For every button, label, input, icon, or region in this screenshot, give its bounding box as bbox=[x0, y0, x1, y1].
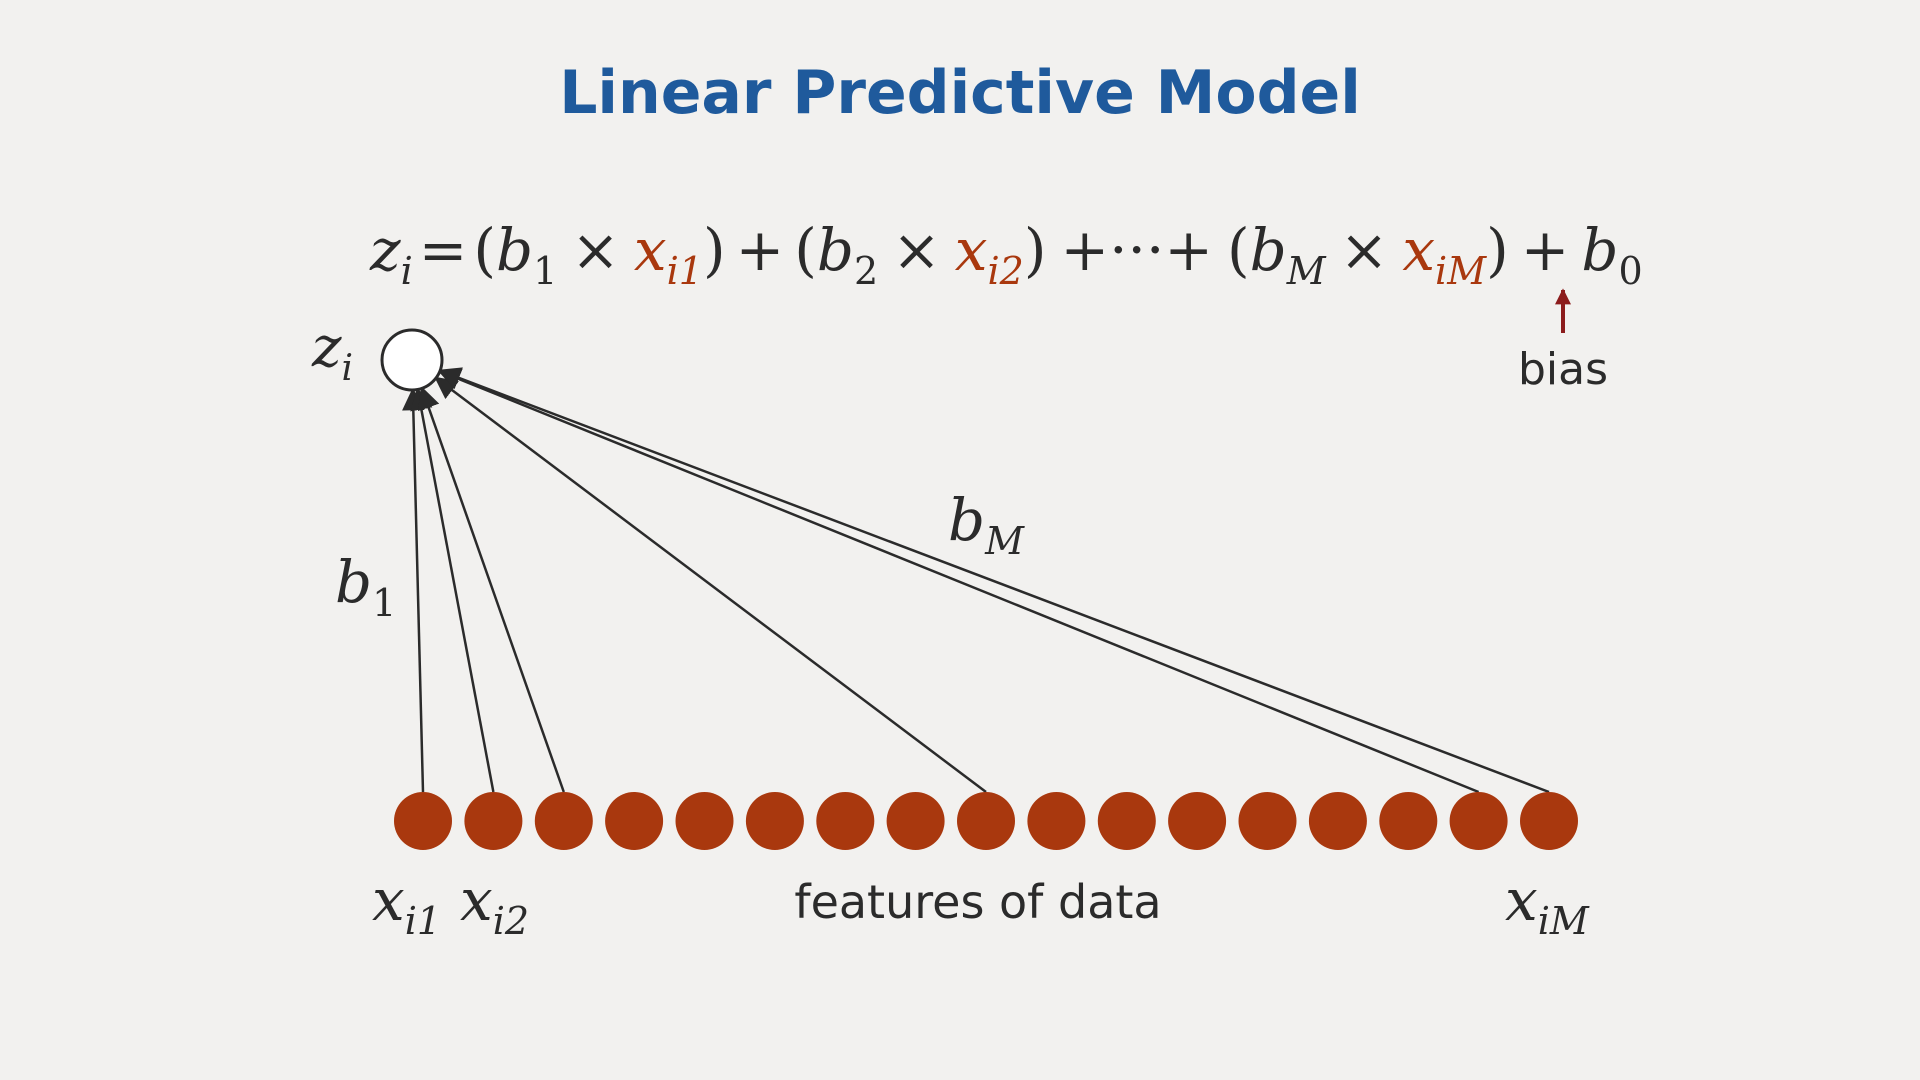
eq-open3: ( bbox=[1227, 216, 1250, 284]
features-label: features of data bbox=[794, 875, 1161, 929]
eq-x1: x bbox=[634, 216, 667, 284]
eq-close2: ) bbox=[1024, 216, 1047, 284]
eq-lhs-sub: i bbox=[401, 249, 413, 293]
feature-node bbox=[675, 792, 734, 850]
weight-arrow bbox=[437, 367, 1550, 794]
feature-node bbox=[1449, 792, 1508, 850]
weight-b1: b bbox=[335, 548, 372, 616]
feature-node bbox=[1097, 792, 1156, 850]
eq-x1-sub: i1 bbox=[667, 249, 703, 293]
output-node-label: zi bbox=[311, 315, 353, 389]
eq-xM-sub: iM bbox=[1435, 249, 1487, 293]
feature-node bbox=[1027, 792, 1086, 850]
weight-label-b1: b1 bbox=[335, 548, 396, 625]
eq-bM-sub: M bbox=[1286, 249, 1327, 293]
output-node bbox=[380, 328, 444, 392]
feature-node bbox=[534, 792, 593, 850]
feature-last-x: x bbox=[1505, 866, 1538, 934]
weight-arrow bbox=[434, 376, 987, 793]
equation: zi = (b1 × xi1) + (b2 × xi2) +···+ (bM × xiM) + b0 bbox=[369, 216, 1643, 293]
feature-second-x: x bbox=[460, 866, 493, 934]
feature-node bbox=[745, 792, 804, 850]
eq-b1: b bbox=[496, 216, 533, 284]
weight-arrow bbox=[437, 368, 1480, 794]
eq-equals: = bbox=[419, 216, 468, 284]
feature-first-sub: i1 bbox=[405, 899, 441, 943]
eq-x2-sub: i2 bbox=[988, 249, 1024, 293]
weight-label-bM: bM bbox=[948, 486, 1025, 563]
eq-close3: ) bbox=[1486, 216, 1509, 284]
eq-b2-sub: 2 bbox=[854, 249, 878, 293]
eq-open1: ( bbox=[473, 216, 496, 284]
feature-node bbox=[464, 792, 523, 850]
feature-node bbox=[816, 792, 875, 850]
eq-b1-sub: 1 bbox=[533, 249, 557, 293]
bias-label: bias bbox=[1518, 344, 1608, 395]
feature-node bbox=[605, 792, 664, 850]
feature-first-x: x bbox=[372, 866, 405, 934]
feature-second-sub: i2 bbox=[493, 899, 529, 943]
eq-plus1: + bbox=[736, 216, 785, 284]
feature-label-first: xi1 bbox=[372, 866, 441, 943]
feature-node bbox=[1520, 792, 1578, 850]
eq-x2: x bbox=[955, 216, 988, 284]
weight-bM: b bbox=[948, 486, 985, 554]
feature-node bbox=[886, 792, 945, 850]
eq-times2: × bbox=[892, 216, 941, 284]
feature-nodes bbox=[394, 792, 1578, 850]
eq-close1: ) bbox=[703, 216, 726, 284]
eq-times1: × bbox=[571, 216, 620, 284]
slide-title: Linear Predictive Model bbox=[559, 58, 1361, 128]
feature-label-last: xiM bbox=[1505, 866, 1590, 943]
weight-b1-sub: 1 bbox=[372, 581, 396, 625]
eq-b0-sub: 0 bbox=[1619, 249, 1643, 293]
weight-arrows bbox=[402, 367, 1550, 794]
weight-arrow bbox=[410, 387, 495, 793]
weight-bM-sub: M bbox=[984, 519, 1025, 563]
feature-node bbox=[1168, 792, 1227, 850]
eq-bM: b bbox=[1250, 216, 1287, 284]
weight-arrow bbox=[402, 387, 425, 793]
eq-lhs: z bbox=[369, 216, 401, 284]
eq-times3: × bbox=[1340, 216, 1389, 284]
feature-node bbox=[1238, 792, 1297, 850]
eq-open2: ( bbox=[794, 216, 817, 284]
output-label-sub: i bbox=[342, 348, 354, 389]
feature-node bbox=[957, 792, 1015, 850]
feature-last-sub: iM bbox=[1538, 899, 1590, 943]
eq-plus-dots: +···+ bbox=[1061, 216, 1214, 284]
eq-plus2: + bbox=[1521, 216, 1570, 284]
feature-node bbox=[1379, 792, 1438, 850]
feature-node bbox=[394, 792, 452, 850]
weight-arrow bbox=[418, 386, 565, 793]
feature-label-second: xi2 bbox=[460, 866, 529, 943]
output-label-z: z bbox=[311, 315, 342, 380]
feature-node bbox=[1308, 792, 1367, 850]
eq-xM: x bbox=[1402, 216, 1435, 284]
eq-b2: b bbox=[817, 216, 854, 284]
eq-b0: b bbox=[1581, 216, 1618, 284]
